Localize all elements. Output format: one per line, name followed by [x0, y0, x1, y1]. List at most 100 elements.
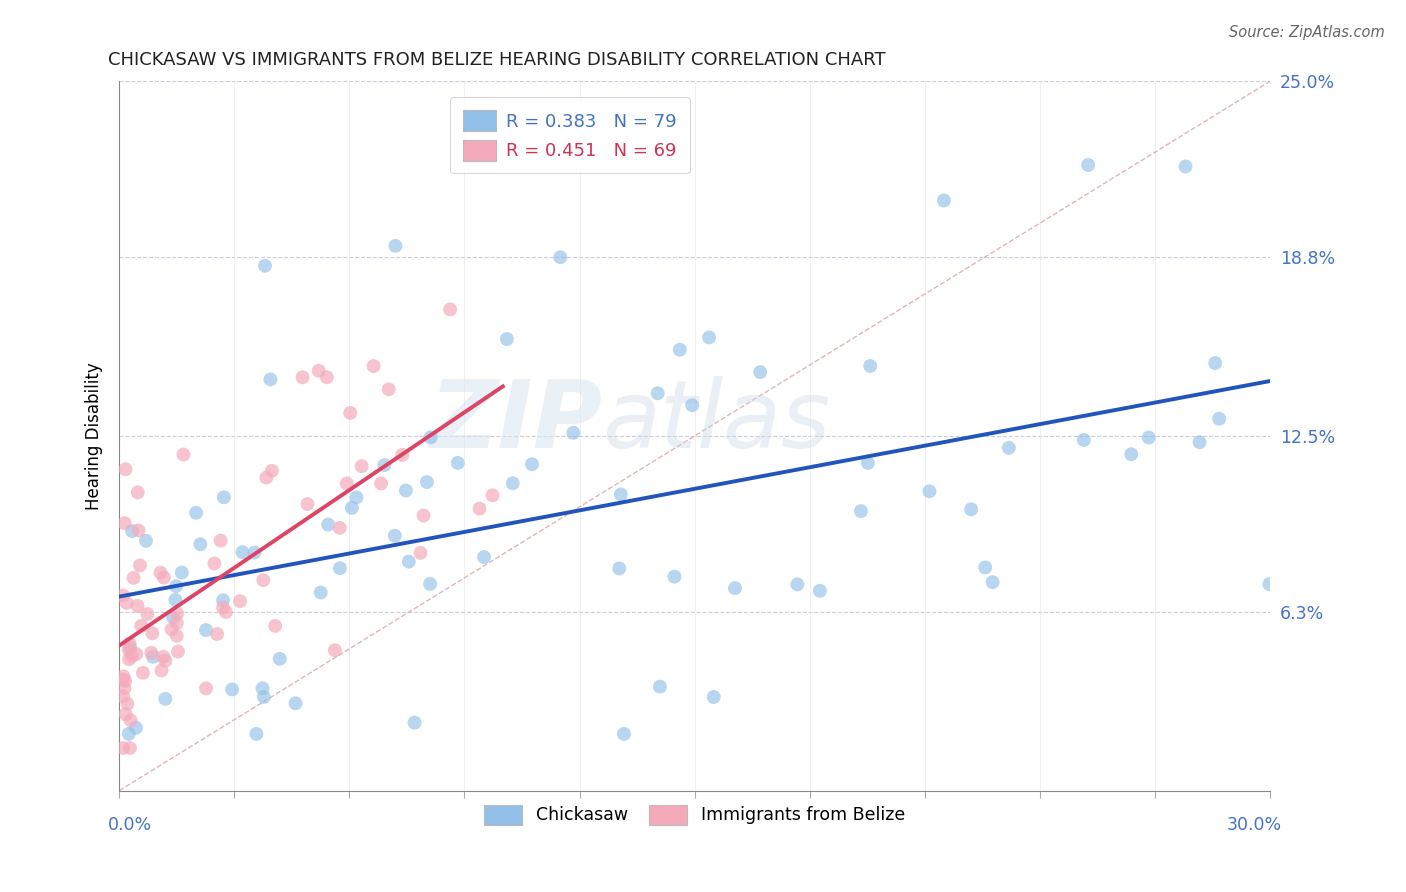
Point	[363, 359, 385, 373]
Point	[648, 680, 671, 694]
Point	[122, 571, 145, 585]
Point	[253, 690, 276, 704]
Point	[419, 430, 441, 444]
Point	[121, 524, 143, 538]
Point	[155, 691, 177, 706]
Point	[329, 561, 352, 575]
Point	[127, 485, 149, 500]
Point	[669, 343, 692, 357]
Point	[395, 483, 418, 498]
Point	[447, 456, 470, 470]
Point	[350, 459, 373, 474]
Point	[155, 654, 177, 668]
Point	[165, 579, 187, 593]
Point	[166, 607, 188, 621]
Point	[132, 665, 155, 680]
Text: atlas: atlas	[603, 376, 831, 467]
Point	[859, 359, 882, 373]
Point	[323, 643, 346, 657]
Point	[152, 649, 174, 664]
Point	[215, 605, 238, 619]
Point	[373, 458, 395, 472]
Point	[329, 521, 352, 535]
Point	[173, 448, 195, 462]
Point	[1077, 158, 1099, 172]
Point	[344, 491, 367, 505]
Point	[212, 600, 235, 615]
Point	[112, 669, 135, 683]
Point	[166, 615, 188, 630]
Point	[125, 647, 148, 661]
Point	[212, 593, 235, 607]
Point	[412, 508, 434, 523]
Point	[184, 506, 207, 520]
Point	[114, 673, 136, 688]
Point	[162, 610, 184, 624]
Point	[340, 500, 363, 515]
Point	[416, 475, 439, 489]
Point	[252, 573, 274, 587]
Point	[125, 721, 148, 735]
Point	[607, 561, 630, 575]
Point	[202, 557, 225, 571]
Point	[439, 302, 461, 317]
Point	[308, 364, 330, 378]
Point	[142, 649, 165, 664]
Point	[269, 652, 291, 666]
Legend: Chickasaw, Immigrants from Belize: Chickasaw, Immigrants from Belize	[477, 797, 912, 831]
Point	[117, 697, 139, 711]
Point	[114, 462, 136, 476]
Point	[981, 575, 1004, 590]
Point	[117, 642, 139, 657]
Point	[229, 594, 252, 608]
Point	[284, 696, 307, 710]
Text: 30.0%: 30.0%	[1226, 815, 1281, 834]
Point	[703, 690, 725, 704]
Point	[502, 476, 524, 491]
Point	[195, 681, 218, 696]
Point	[384, 529, 406, 543]
Point	[339, 406, 361, 420]
Point	[468, 501, 491, 516]
Point	[316, 517, 339, 532]
Point	[1258, 577, 1281, 591]
Point	[118, 652, 141, 666]
Point	[681, 398, 703, 412]
Point	[127, 524, 149, 538]
Point	[212, 490, 235, 504]
Point	[391, 448, 413, 462]
Point	[141, 626, 163, 640]
Point	[377, 382, 399, 396]
Point	[550, 250, 572, 264]
Point	[153, 571, 176, 585]
Point	[610, 487, 633, 501]
Point	[112, 690, 135, 704]
Point	[998, 441, 1021, 455]
Point	[120, 713, 142, 727]
Point	[496, 332, 519, 346]
Point	[195, 623, 218, 637]
Point	[918, 484, 941, 499]
Point	[384, 239, 406, 253]
Point	[114, 516, 136, 531]
Point	[129, 558, 152, 573]
Point	[188, 537, 211, 551]
Point	[167, 644, 190, 658]
Point	[114, 707, 136, 722]
Point	[141, 646, 163, 660]
Point	[960, 502, 983, 516]
Point	[1174, 160, 1197, 174]
Point	[112, 589, 135, 603]
Point	[120, 640, 142, 655]
Point	[724, 581, 747, 595]
Point	[245, 727, 267, 741]
Point	[849, 504, 872, 518]
Point	[664, 569, 686, 583]
Point	[115, 596, 138, 610]
Point	[856, 456, 879, 470]
Point	[264, 619, 287, 633]
Point	[562, 425, 585, 440]
Point	[808, 583, 831, 598]
Point	[297, 497, 319, 511]
Point	[254, 470, 277, 484]
